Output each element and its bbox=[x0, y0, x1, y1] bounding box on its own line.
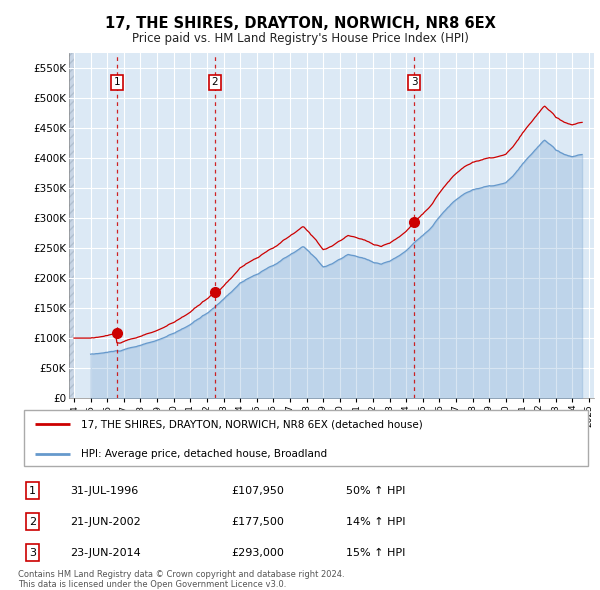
Text: 2: 2 bbox=[29, 517, 36, 526]
Text: £177,500: £177,500 bbox=[231, 517, 284, 526]
Text: 21-JUN-2002: 21-JUN-2002 bbox=[70, 517, 140, 526]
Text: HPI: Average price, detached house, Broadland: HPI: Average price, detached house, Broa… bbox=[82, 448, 328, 458]
Text: 15% ↑ HPI: 15% ↑ HPI bbox=[346, 548, 406, 558]
Text: 2: 2 bbox=[211, 77, 218, 87]
Text: 17, THE SHIRES, DRAYTON, NORWICH, NR8 6EX: 17, THE SHIRES, DRAYTON, NORWICH, NR8 6E… bbox=[104, 16, 496, 31]
Text: 14% ↑ HPI: 14% ↑ HPI bbox=[346, 517, 406, 526]
Text: Contains HM Land Registry data © Crown copyright and database right 2024.
This d: Contains HM Land Registry data © Crown c… bbox=[18, 570, 344, 589]
Text: 50% ↑ HPI: 50% ↑ HPI bbox=[346, 486, 406, 496]
Text: 17, THE SHIRES, DRAYTON, NORWICH, NR8 6EX (detached house): 17, THE SHIRES, DRAYTON, NORWICH, NR8 6E… bbox=[82, 419, 423, 430]
FancyBboxPatch shape bbox=[24, 410, 588, 466]
Text: 1: 1 bbox=[29, 486, 36, 496]
Text: £293,000: £293,000 bbox=[231, 548, 284, 558]
Bar bbox=[69, 53, 76, 398]
Text: 1: 1 bbox=[113, 77, 120, 87]
Text: 31-JUL-1996: 31-JUL-1996 bbox=[70, 486, 138, 496]
Text: 3: 3 bbox=[29, 548, 36, 558]
Text: £107,950: £107,950 bbox=[231, 486, 284, 496]
Text: 3: 3 bbox=[411, 77, 418, 87]
Text: Price paid vs. HM Land Registry's House Price Index (HPI): Price paid vs. HM Land Registry's House … bbox=[131, 32, 469, 45]
Text: 23-JUN-2014: 23-JUN-2014 bbox=[70, 548, 140, 558]
